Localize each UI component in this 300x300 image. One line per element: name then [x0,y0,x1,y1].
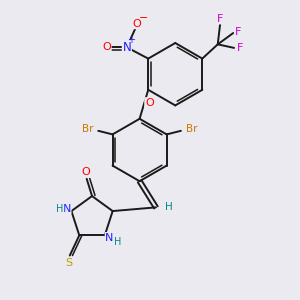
Text: N: N [62,204,71,214]
Text: O: O [145,98,154,108]
Text: Br: Br [186,124,198,134]
Text: O: O [102,42,111,52]
Text: F: F [217,14,223,24]
Text: H: H [56,204,64,214]
Text: +: + [127,35,135,45]
Text: Br: Br [82,124,93,134]
Text: S: S [66,258,73,268]
Text: H: H [165,202,172,212]
Text: N: N [122,41,131,54]
Text: N: N [105,233,114,243]
Text: −: − [139,13,148,22]
Text: O: O [133,19,141,28]
Text: F: F [235,27,241,37]
Text: F: F [237,43,243,53]
Text: H: H [114,237,121,247]
Text: H: H [56,204,64,214]
Text: O: O [82,167,91,177]
